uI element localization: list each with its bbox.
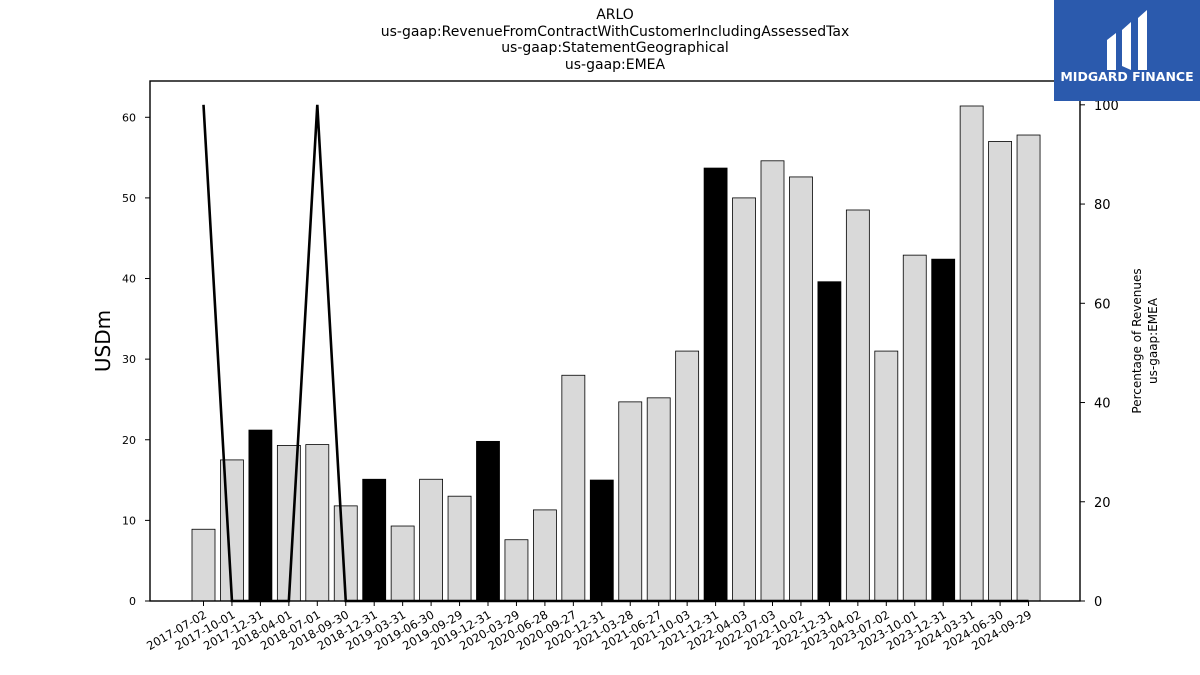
bar (646, 397, 671, 602)
y2-axis-label: us-gaap:EMEA (1146, 297, 1160, 384)
bar (390, 525, 415, 602)
y-tick-label: 30 (122, 353, 136, 366)
bar (988, 141, 1012, 602)
y-tick-label: 20 (122, 434, 136, 447)
y2-tick-label: 100 (1094, 99, 1119, 114)
bar (476, 440, 500, 602)
bar (305, 444, 330, 602)
bar (845, 209, 870, 602)
bar (902, 254, 927, 602)
y-tick-label: 60 (122, 111, 136, 124)
chart-title-line-3: us-gaap:StatementGeographical (501, 40, 729, 56)
bar (504, 539, 529, 602)
y2-tick-label: 40 (1094, 397, 1111, 412)
bar (561, 374, 586, 602)
y2-tick-label: 80 (1094, 198, 1111, 213)
y-tick-label: 10 (122, 514, 136, 527)
bar (874, 350, 899, 602)
bar (533, 509, 557, 602)
y-axis-label: USDm (91, 310, 115, 372)
bar (760, 160, 785, 602)
bar (419, 478, 444, 602)
chart-title-line-2: us-gaap:RevenueFromContractWithCustomerI… (380, 24, 850, 40)
bar (1016, 134, 1041, 602)
bar (817, 281, 842, 602)
chart-title-line-4: us-gaap:EMEA (564, 57, 666, 73)
y2-tick-label: 60 (1094, 297, 1111, 312)
midgard-finance-logo: MIDGARD FINANCE (1054, 0, 1200, 101)
y-tick-label: 50 (122, 192, 136, 205)
bar (191, 528, 216, 602)
y2-tick-label: 20 (1094, 496, 1111, 511)
bar (248, 429, 273, 602)
bar (931, 258, 956, 602)
bar (362, 478, 387, 602)
bar (789, 176, 813, 602)
logo-text: MIDGARD FINANCE (1060, 69, 1194, 84)
bar (675, 350, 700, 602)
y-tick-label: 40 (122, 273, 136, 286)
y-tick-label: 0 (129, 595, 136, 608)
bar (703, 167, 728, 602)
y2-axis-label: Percentage of Revenues (1130, 268, 1144, 413)
bar (447, 495, 472, 602)
y2-tick-label: 0 (1094, 595, 1102, 610)
bar (732, 197, 756, 602)
bar (589, 479, 614, 602)
bar (618, 401, 643, 602)
plot-frame (149, 80, 1081, 602)
bar (959, 105, 984, 602)
midgard-logo-icon (1107, 10, 1147, 70)
chart-title-line-1: ARLO (596, 7, 634, 23)
